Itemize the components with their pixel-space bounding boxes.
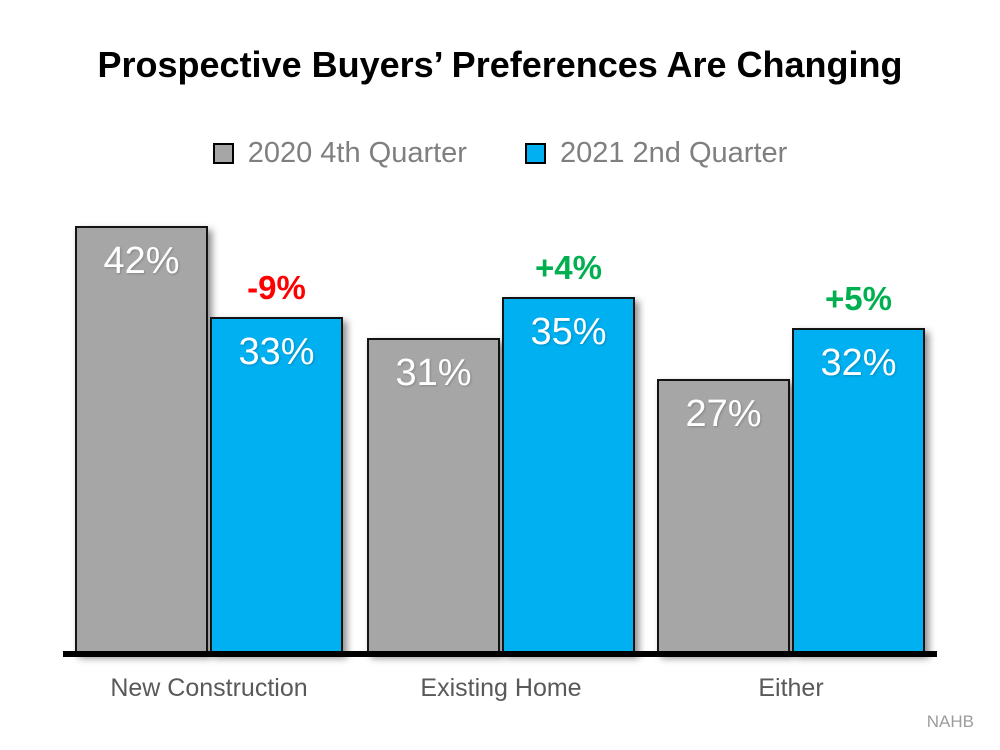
bar-value-label: 33% [238, 331, 315, 373]
delta-label-existing-home: +4% [535, 249, 602, 286]
bar-2021-2nd-quarter-new-construction: 33% [210, 317, 343, 654]
bar-value-label: 31% [395, 352, 472, 394]
x-axis-line [63, 651, 937, 657]
legend: 2020 4th Quarter 2021 2nd Quarter [0, 137, 1000, 170]
bar-2020-4th-quarter-new-construction: 42% [75, 226, 208, 654]
legend-item-2021-2nd-quarter: 2021 2nd Quarter [524, 137, 788, 170]
source-label: NAHB [926, 712, 974, 731]
legend-item-2020-4th-quarter: 2020 4th Quarter [212, 137, 467, 170]
chart-title: Prospective Buyers’ Preferences Are Chan… [97, 44, 903, 85]
delta-label-new-construction: -9% [247, 269, 306, 306]
bar-2020-4th-quarter-existing-home: 31% [367, 338, 500, 654]
bar-2021-2nd-quarter-either: 32% [792, 328, 925, 654]
category-label-existing-home: Existing Home [420, 674, 582, 702]
legend-label: 2021 2nd Quarter [559, 137, 788, 169]
legend-label: 2020 4th Quarter [247, 137, 467, 169]
bar-value-label: 27% [685, 393, 762, 435]
bar-value-label: 35% [530, 311, 607, 353]
bar-value-label: 42% [103, 240, 180, 282]
bar-value-label: 32% [820, 342, 897, 384]
legend-swatch-icon [212, 143, 234, 164]
category-label-new-construction: New Construction [110, 674, 308, 702]
legend-swatch-icon [524, 143, 546, 164]
bar-2020-4th-quarter-either: 27% [657, 379, 790, 654]
category-label-either: Either [758, 674, 824, 702]
delta-label-either: +5% [825, 280, 892, 317]
bar-2021-2nd-quarter-existing-home: 35% [502, 297, 635, 654]
